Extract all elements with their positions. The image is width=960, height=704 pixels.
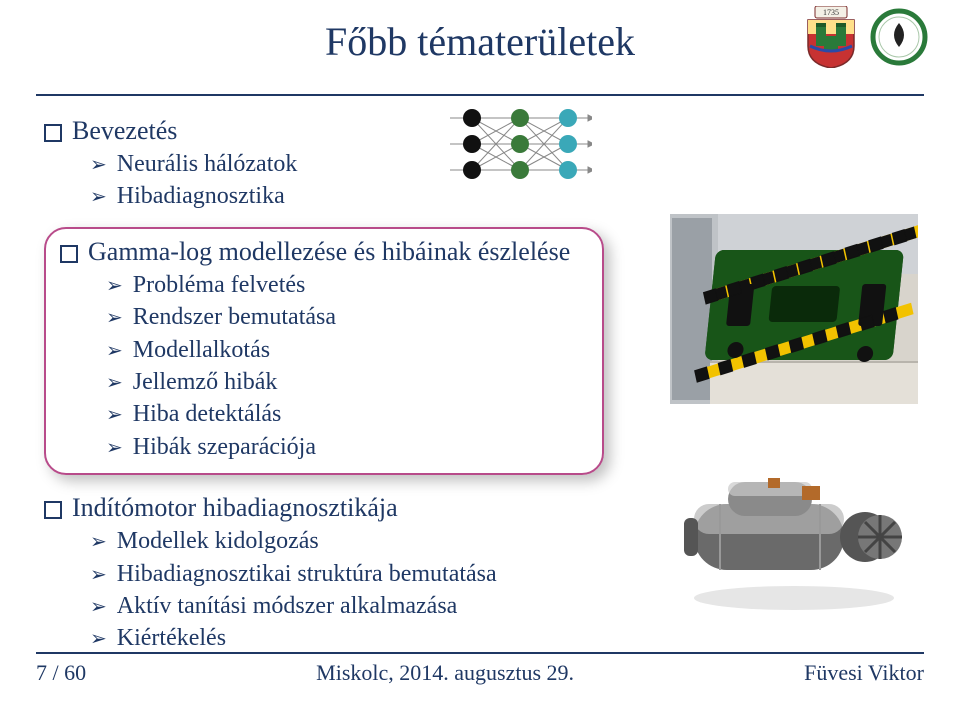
arrow-icon: ➢ — [106, 273, 123, 300]
footer-rule — [36, 652, 924, 654]
list-item: ➢ Hiba detektálás — [106, 398, 588, 430]
list-item-label: Neurális hálózatok — [117, 148, 298, 180]
arrow-icon: ➢ — [106, 435, 123, 462]
crest-year: 1735 — [823, 8, 839, 17]
arrow-icon: ➢ — [90, 529, 107, 556]
footer-author: Füvesi Viktor — [804, 660, 924, 686]
arrow-icon: ➢ — [90, 594, 107, 621]
list-item-label: Aktív tanítási módszer alkalmazása — [117, 590, 458, 622]
arrow-icon: ➢ — [106, 305, 123, 332]
list-item: ➢ Probléma felvetés — [106, 269, 588, 301]
section-label: Indítómotor hibadiagnosztikája — [72, 493, 398, 523]
highlighted-section: Gamma-log modellezése és hibáinak észlel… — [44, 227, 604, 475]
list-item-label: Jellemző hibák — [133, 366, 278, 398]
bullet-square-icon — [60, 245, 78, 263]
list-item-label: Modellalkotás — [133, 334, 270, 366]
slide-title: Főbb tématerületek — [36, 18, 924, 65]
starter-motor-photo — [670, 448, 918, 616]
list-item-label: Hibadiagnosztikai struktúra bemutatása — [117, 558, 497, 590]
slide: Főbb tématerületek 1735 — [0, 0, 960, 704]
footer-row: 7 / 60 Miskolc, 2014. augusztus 29. Füve… — [36, 660, 924, 686]
list-item-label: Kiértékelés — [117, 622, 226, 654]
arrow-icon: ➢ — [90, 184, 107, 211]
list-item-label: Hiba detektálás — [133, 398, 282, 430]
list-item: ➢ Kiértékelés — [90, 622, 604, 654]
section-label: Bevezetés — [72, 116, 177, 146]
list-item-label: Probléma felvetés — [133, 269, 306, 301]
list-item-label: Hibadiagnosztika — [117, 180, 285, 212]
university-crest-icon: 1735 — [802, 6, 860, 68]
arrow-icon: ➢ — [106, 402, 123, 429]
section-label: Gamma-log modellezése és hibáinak észlel… — [88, 237, 570, 267]
machine-photo — [670, 214, 918, 404]
list-item-label: Hibák szeparációja — [133, 431, 316, 463]
neural-network-icon — [442, 94, 592, 194]
arrow-icon: ➢ — [90, 152, 107, 179]
arrow-icon: ➢ — [106, 370, 123, 397]
section-starter-items: ➢ Modellek kidolgozás ➢ Hibadiagnosztikai … — [90, 525, 604, 655]
list-item: ➢ Hibadiagnosztikai struktúra bemutatása — [90, 558, 604, 590]
section-gammalog: Gamma-log modellezése és hibáinak észlel… — [60, 237, 588, 267]
list-item: ➢ Modellek kidolgozás — [90, 525, 604, 557]
list-item: ➢ Modellalkotás — [106, 334, 588, 366]
footer: 7 / 60 Miskolc, 2014. augusztus 29. Füve… — [36, 652, 924, 686]
list-item-label: Rendszer bemutatása — [133, 301, 336, 333]
list-item: ➢ Rendszer bemutatása — [106, 301, 588, 333]
section-starter-head: Indítómotor hibadiagnosztikája — [44, 493, 604, 523]
list-item-label: Modellek kidolgozás — [117, 525, 319, 557]
list-item: ➢ Jellemző hibák — [106, 366, 588, 398]
header: Főbb tématerületek 1735 — [36, 18, 924, 88]
header-logos: 1735 — [802, 6, 928, 68]
section-starter: Indítómotor hibadiagnosztikája ➢ Modellek… — [44, 493, 604, 655]
section-gammalog-items: ➢Probléma felvetés ➢Rendszer bemutatása … — [106, 269, 588, 463]
arrow-icon: ➢ — [90, 562, 107, 589]
list-item: ➢ Hibák szeparációja — [106, 431, 588, 463]
bullet-square-icon — [44, 124, 62, 142]
footer-center: Miskolc, 2014. augusztus 29. — [316, 660, 574, 686]
page-number: 7 / 60 — [36, 660, 86, 686]
institute-logo-icon — [870, 6, 928, 68]
list-item: ➢ Aktív tanítási módszer alkalmazása — [90, 590, 604, 622]
arrow-icon: ➢ — [90, 626, 107, 653]
arrow-icon: ➢ — [106, 338, 123, 365]
bullet-square-icon — [44, 501, 62, 519]
